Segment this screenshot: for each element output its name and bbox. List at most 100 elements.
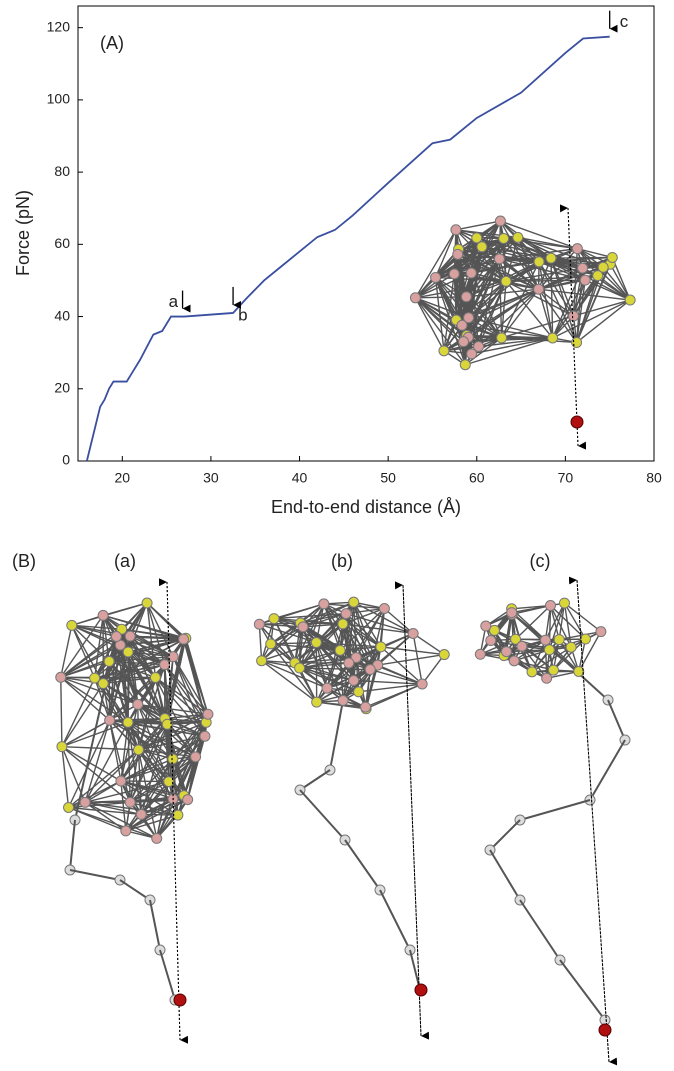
atom xyxy=(569,311,579,321)
atom xyxy=(494,254,504,264)
annotation-label: c xyxy=(620,12,629,31)
x-tick-label: 80 xyxy=(646,470,662,486)
atom xyxy=(125,631,135,641)
atom xyxy=(580,634,590,644)
atom xyxy=(513,232,523,242)
atom xyxy=(625,295,635,305)
y-tick-label: 20 xyxy=(54,379,70,395)
structure-label: (c) xyxy=(530,551,551,571)
atom xyxy=(354,687,364,697)
atom xyxy=(152,833,162,843)
y-tick-label: 100 xyxy=(47,91,71,107)
atom xyxy=(559,598,569,608)
molecule xyxy=(475,598,630,1025)
bond xyxy=(520,800,590,820)
atom xyxy=(449,269,459,279)
bond xyxy=(490,820,520,850)
atom xyxy=(379,604,389,614)
x-tick-label: 70 xyxy=(558,470,574,486)
atom xyxy=(580,275,590,285)
atom xyxy=(509,656,519,666)
atom xyxy=(123,717,133,727)
atom xyxy=(361,702,371,712)
atom xyxy=(183,795,193,805)
atom xyxy=(593,271,603,281)
structure-label: (a) xyxy=(114,551,136,571)
atom xyxy=(459,337,469,347)
bond xyxy=(62,747,139,750)
atom xyxy=(517,641,527,651)
bond xyxy=(564,603,600,632)
pulled-atom xyxy=(571,416,583,428)
atom xyxy=(439,346,449,356)
atom xyxy=(203,709,213,719)
atom xyxy=(546,253,556,263)
bond xyxy=(62,684,103,747)
pulling-axis xyxy=(403,585,421,1036)
atom xyxy=(319,599,329,609)
atom xyxy=(269,614,279,624)
atom xyxy=(540,635,550,645)
atom xyxy=(104,656,114,666)
molecule xyxy=(254,597,449,995)
atom xyxy=(501,276,511,286)
y-tick-label: 0 xyxy=(62,452,70,468)
atom xyxy=(578,263,588,273)
atom xyxy=(527,667,537,677)
bond xyxy=(608,700,625,740)
atom xyxy=(548,333,558,343)
x-tick-label: 50 xyxy=(380,470,396,486)
atom xyxy=(341,609,351,619)
atom xyxy=(376,642,386,652)
atom xyxy=(481,621,491,631)
atom xyxy=(312,697,322,707)
pulled-atom xyxy=(415,984,427,996)
y-axis-title: Force (pN) xyxy=(13,190,33,276)
atom xyxy=(408,628,418,638)
atom xyxy=(80,797,90,807)
panel-label: (B) xyxy=(12,551,36,571)
atom xyxy=(554,635,564,645)
atom xyxy=(499,233,509,243)
atom xyxy=(507,608,517,618)
atom xyxy=(116,776,126,786)
atom xyxy=(501,647,511,657)
atom xyxy=(534,284,544,294)
molecule-illustrations xyxy=(56,208,635,1062)
atom xyxy=(544,645,554,655)
atom xyxy=(67,620,77,630)
atom xyxy=(173,810,183,820)
atom xyxy=(572,337,582,347)
atom xyxy=(56,672,66,682)
atom xyxy=(344,658,354,668)
bond xyxy=(520,900,560,960)
bond xyxy=(160,950,175,1000)
bond xyxy=(560,960,605,1020)
y-tick-label: 60 xyxy=(54,235,70,251)
bond xyxy=(590,740,625,800)
molecule xyxy=(410,216,635,370)
atom xyxy=(105,715,115,725)
atom xyxy=(295,663,305,673)
atom xyxy=(150,672,160,682)
y-tick-label: 40 xyxy=(54,307,70,323)
atom xyxy=(57,742,67,752)
molecule xyxy=(56,598,213,1005)
bond xyxy=(300,790,345,840)
atom xyxy=(64,803,74,813)
annotation-label: b xyxy=(238,305,247,324)
atom xyxy=(338,695,348,705)
y-tick-label: 80 xyxy=(54,163,70,179)
atom xyxy=(596,627,606,637)
atom xyxy=(338,619,348,629)
x-tick-label: 30 xyxy=(203,470,219,486)
atom xyxy=(475,649,485,659)
pulled-atom xyxy=(599,1024,611,1036)
atom xyxy=(349,597,359,607)
atom xyxy=(431,272,441,282)
atom xyxy=(90,673,100,683)
bond xyxy=(490,850,520,900)
atom xyxy=(335,645,345,655)
annotation-label: a xyxy=(169,292,179,311)
